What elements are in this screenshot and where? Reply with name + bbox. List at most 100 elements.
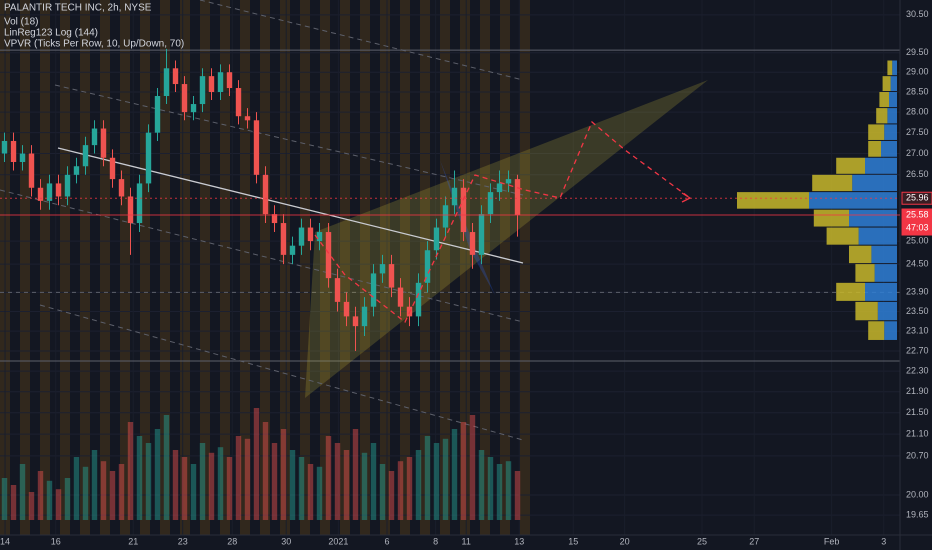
x-tick-label: 6 (384, 536, 389, 546)
candle-body (172, 68, 179, 85)
session-band (500, 0, 510, 535)
volume-bar (478, 450, 485, 520)
candle-body (343, 301, 350, 317)
volume-bar (343, 450, 350, 520)
volume-bar (487, 457, 494, 520)
y-tick-label: 21.10 (906, 428, 929, 438)
session-band (360, 0, 370, 535)
y-tick-label: 27.50 (906, 127, 929, 137)
session-band (180, 0, 190, 535)
volume-bar (379, 464, 386, 520)
volume-bar (1, 478, 8, 520)
candle-body (316, 232, 323, 242)
candle-body (487, 192, 494, 215)
session-band (140, 0, 150, 535)
volume-bar (235, 436, 242, 520)
volume-bar (82, 466, 89, 520)
candle-body (388, 264, 395, 288)
x-tick-label: 14 (0, 536, 10, 546)
profile-down (813, 209, 849, 227)
profile-down (868, 321, 885, 340)
candle-body (361, 306, 368, 327)
profile-down (836, 157, 865, 174)
y-tick-label: 28.00 (906, 107, 929, 117)
candle-body (325, 232, 332, 279)
y-tick-label: 22.30 (906, 366, 929, 376)
candle-body (181, 84, 188, 113)
profile-down (876, 108, 888, 124)
session-band (460, 0, 470, 535)
y-tick-label: 22.70 (906, 345, 929, 355)
profile-down (868, 140, 881, 157)
candle-body (433, 227, 440, 251)
candle-body (118, 179, 125, 197)
volume-bar (217, 447, 224, 520)
profile-up (892, 60, 897, 76)
x-tick-label: 13 (514, 536, 524, 546)
profile-up (871, 245, 897, 264)
y-tick-label: 27.00 (906, 148, 929, 158)
candle-body (226, 72, 233, 89)
price-label-box (901, 208, 932, 236)
candle-body (100, 128, 107, 158)
x-tick-label: 16 (51, 536, 61, 546)
volume-bar (424, 436, 431, 520)
x-tick-label: Feb (824, 536, 840, 546)
price-label-box (901, 191, 932, 205)
profile-up (884, 321, 897, 340)
volume-bar (271, 443, 278, 520)
channel-line (54, 84, 524, 196)
profile-up (849, 209, 897, 227)
channel-line (199, 0, 524, 81)
candle-body (127, 196, 134, 224)
volume-bar (136, 436, 143, 520)
profile-down (887, 60, 893, 76)
candle-body (82, 145, 89, 167)
candle-body (505, 179, 512, 184)
volume-bar (370, 443, 377, 520)
candle-body (334, 278, 341, 302)
y-tick-label: 28.50 (906, 86, 929, 96)
y-tick-label: 21.50 (906, 407, 929, 417)
volume-bar (181, 457, 188, 520)
candle-body (271, 214, 278, 224)
y-tick-label: 26.50 (906, 169, 929, 179)
volume-bar (289, 450, 296, 520)
profile-up (881, 140, 897, 157)
profile-down (882, 76, 891, 92)
projection-path (314, 120, 691, 324)
candle-body (280, 223, 287, 255)
x-tick-label: 2021 (328, 536, 348, 546)
volume-bar (388, 471, 395, 520)
volume-bar (46, 480, 53, 520)
y-tick-label: 23.10 (906, 325, 929, 335)
candle-body (154, 96, 161, 133)
volume-bar (361, 452, 368, 520)
candle-body (352, 316, 359, 327)
x-tick-label: 3 (881, 536, 886, 546)
x-tick-label: 30 (281, 536, 291, 546)
y-tick-label: 29.50 (906, 47, 929, 57)
volume-bar (37, 471, 44, 520)
session-band (120, 0, 130, 535)
session-band (480, 0, 490, 535)
profile-down (855, 301, 878, 321)
volume-bar (514, 471, 521, 520)
y-tick-label: 30.50 (906, 9, 929, 19)
candle-body (379, 264, 386, 274)
volume-bar (118, 464, 125, 520)
wedge-shade (305, 80, 708, 398)
profile-up (877, 301, 897, 321)
candle-body (451, 187, 458, 206)
grid (0, 14, 900, 516)
volume-bar (415, 450, 422, 520)
session-band (20, 0, 30, 535)
volume-bar (451, 429, 458, 520)
indicator-label: VPVR (Ticks Per Row, 10, Up/Down, 70) (4, 39, 184, 50)
indicator-label: Vol (18) (4, 17, 38, 28)
session-band (80, 0, 90, 535)
candle-body (424, 250, 431, 283)
candle-body (235, 88, 242, 117)
candle-body (262, 174, 269, 215)
